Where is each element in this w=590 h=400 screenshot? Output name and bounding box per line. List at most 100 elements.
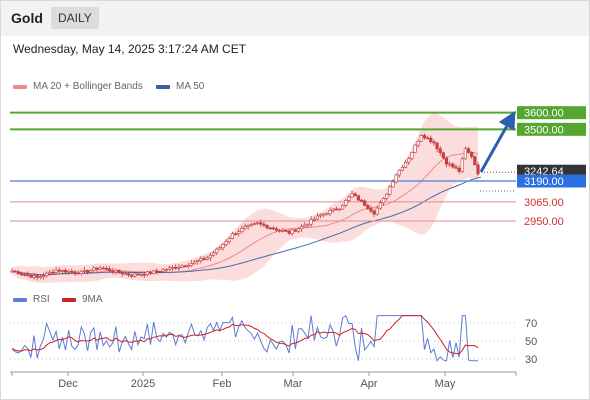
candle-body	[130, 274, 134, 277]
candle	[211, 250, 216, 257]
candle	[391, 178, 395, 188]
candle	[347, 194, 351, 203]
candle	[309, 216, 313, 228]
candle	[451, 162, 455, 169]
candle	[466, 146, 471, 154]
candle	[328, 207, 332, 217]
candle-body	[126, 273, 131, 276]
rsi-legend-9ma: 9MA	[62, 294, 103, 305]
candle-body	[196, 260, 200, 262]
candle-body	[356, 195, 360, 201]
candle-body	[460, 158, 464, 172]
candle-body	[290, 229, 294, 234]
candle	[300, 224, 304, 232]
candle	[359, 198, 364, 202]
datetime-label: Wednesday, May 14, 2025 3:17:24 AM CET	[13, 42, 247, 56]
candle-body	[51, 271, 55, 274]
rsi-swatch	[13, 297, 27, 302]
candle	[334, 206, 338, 211]
candle-body	[369, 208, 373, 212]
candle	[152, 270, 156, 275]
candle-body	[22, 273, 27, 276]
candle-body	[148, 271, 153, 274]
candle-body	[70, 270, 74, 273]
candle	[189, 260, 194, 268]
candle	[120, 270, 124, 277]
candle	[255, 221, 260, 226]
candle	[259, 219, 263, 227]
candle-body	[123, 273, 127, 275]
candle-body	[73, 271, 77, 274]
candle	[463, 146, 468, 160]
candle-body	[438, 148, 442, 154]
candle	[227, 236, 231, 245]
candle-body	[183, 265, 187, 268]
candle-body	[177, 266, 181, 269]
candle	[363, 199, 367, 207]
candle	[202, 255, 206, 261]
candle-body	[470, 151, 474, 157]
candle-body	[215, 248, 219, 254]
candle	[290, 229, 294, 236]
candle	[196, 259, 200, 265]
candle	[278, 228, 282, 233]
candle-body	[296, 228, 301, 232]
timeframe-button[interactable]: DAILY	[51, 7, 99, 29]
candle	[252, 222, 257, 226]
candle	[303, 222, 307, 228]
candle-body	[372, 210, 376, 215]
candle-body	[325, 213, 329, 216]
candle-body	[155, 270, 159, 273]
candle	[63, 268, 68, 275]
candle-body	[397, 169, 401, 176]
candle	[388, 185, 392, 197]
candle-body	[230, 233, 235, 239]
candle-body	[252, 223, 257, 225]
x-tick-label: 2025	[131, 378, 155, 390]
candle	[145, 270, 149, 277]
candle	[108, 266, 112, 273]
candle	[441, 151, 445, 160]
candle-body	[82, 270, 87, 272]
candle	[385, 192, 389, 201]
candle	[429, 135, 433, 144]
candle	[422, 133, 427, 140]
candle	[407, 156, 411, 165]
x-tick-label: May	[435, 378, 456, 390]
candle-body	[186, 265, 190, 267]
candle-body	[136, 273, 140, 276]
candle	[224, 239, 228, 247]
candle-body	[208, 254, 212, 259]
candle	[457, 165, 461, 174]
candle-body	[133, 273, 137, 277]
candle	[148, 270, 153, 276]
candle	[322, 213, 326, 218]
candle-body	[246, 224, 250, 227]
candle	[312, 216, 316, 222]
candle	[419, 133, 423, 143]
candle-body	[448, 163, 452, 166]
candle	[85, 269, 90, 275]
candle-body	[429, 137, 433, 143]
candle-body	[224, 241, 228, 245]
candle-body	[139, 274, 143, 276]
candle-body	[35, 275, 39, 278]
ma20-swatch	[13, 84, 27, 89]
level-tag-bg	[517, 174, 586, 188]
candle-body	[104, 268, 109, 270]
candle-body	[347, 196, 351, 201]
candle	[155, 268, 159, 275]
candle	[366, 203, 370, 210]
candle	[460, 156, 464, 174]
legend-rsi-label: RSI	[33, 294, 50, 305]
candle	[454, 164, 458, 170]
candle	[89, 269, 93, 274]
rsi-tick-label: 50	[525, 336, 537, 348]
candle-body	[221, 244, 225, 249]
candle-body	[101, 267, 105, 270]
candle-body	[95, 267, 99, 270]
candle	[230, 231, 235, 240]
candle-body	[249, 224, 253, 226]
candle	[16, 270, 20, 275]
candle	[10, 268, 14, 273]
